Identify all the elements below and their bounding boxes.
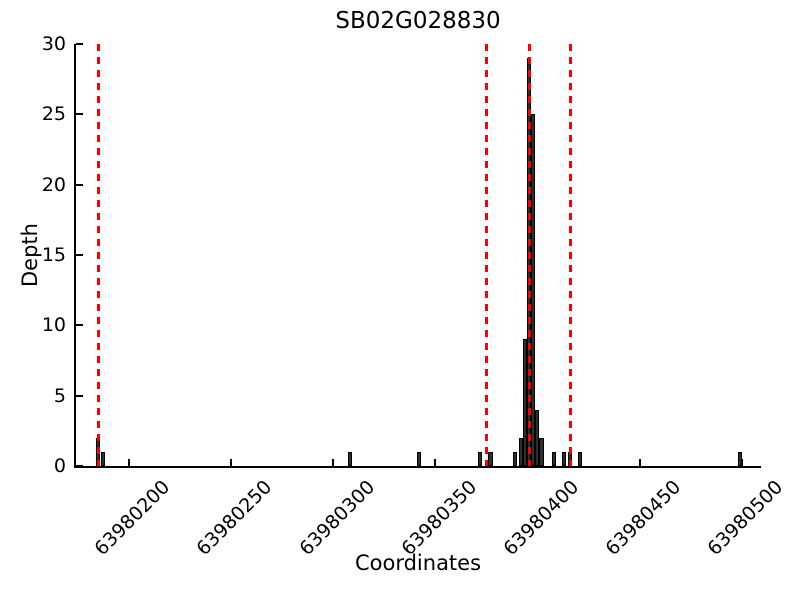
y-tick-label: 0 [53,455,66,477]
depth-bar [519,437,524,466]
y-axis-spine [74,44,76,468]
x-tick [230,459,233,466]
x-tick-label: 63980500 [703,476,788,560]
depth-bar [488,451,493,466]
depth-bar [561,451,567,466]
x-tick-label: 63980250 [192,476,277,560]
depth-bar [539,437,544,466]
x-tick-label: 63980400 [499,476,584,560]
y-tick [76,43,83,45]
gene-boundary-line [527,44,531,466]
depth-bar [535,409,540,466]
y-tick-label: 30 [41,33,66,55]
y-tick [76,183,83,186]
y-tick-label: 15 [41,244,66,266]
depth-bar [512,451,518,466]
x-tick [332,459,335,466]
y-tick [76,254,83,256]
x-tick [740,459,743,466]
depth-bar [347,451,352,466]
depth-bar [523,339,528,466]
gene-boundary-line [568,44,572,466]
depth-bar [100,451,105,466]
depth-bar [551,451,556,466]
gene-boundary-line [96,44,100,466]
y-tick-label: 25 [41,103,66,126]
x-tick [434,459,437,466]
x-tick-label: 63980200 [90,476,175,560]
depth-bar [531,114,536,466]
y-tick [76,324,83,327]
x-tick-label: 63980300 [294,476,379,560]
depth-bar [416,451,422,466]
y-tick [76,113,83,116]
depth-bar [737,451,742,466]
x-tick [638,459,641,466]
y-tick [76,465,83,467]
x-axis-label: Coordinates [354,551,482,575]
gene-boundary-line [484,44,488,466]
x-tick-label: 63980450 [601,476,686,560]
x-tick [128,459,131,466]
y-tick-label: 10 [41,314,66,337]
x-axis-spine [74,466,761,468]
y-tick [76,394,83,397]
x-tick-label: 63980350 [396,476,481,560]
depth-bar [578,451,583,466]
y-tick-label: 5 [53,384,66,407]
depth-bar [478,451,483,466]
y-tick-label: 20 [41,173,66,196]
chart-title: SB02G028830 [335,8,501,34]
